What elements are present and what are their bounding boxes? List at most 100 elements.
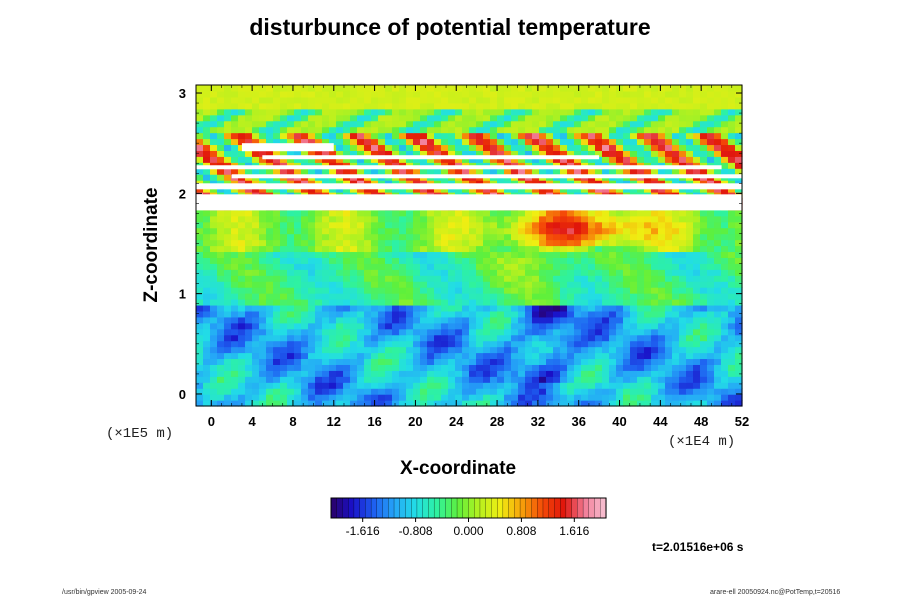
heatmap-cell (616, 102, 624, 110)
heatmap-cell (539, 186, 547, 193)
heatmap-cell (595, 90, 603, 98)
colorbar-segment (393, 497, 401, 519)
heatmap-cell (392, 388, 400, 395)
heatmap-cell (259, 257, 267, 264)
heatmap-cell (273, 186, 281, 193)
heatmap-cell (378, 346, 386, 354)
heatmap-cell (378, 90, 386, 98)
heatmap-cell (490, 394, 498, 401)
heatmap-cell (427, 388, 435, 395)
heatmap-cell (483, 120, 491, 128)
heatmap-cell (434, 168, 442, 175)
colorbar-segment (468, 497, 475, 519)
heatmap-cell (595, 376, 603, 383)
heatmap-cell (721, 90, 729, 98)
heatmap-cell (245, 114, 253, 122)
heatmap-cell (427, 299, 435, 306)
heatmap-cell (308, 132, 316, 140)
heatmap-cell (294, 239, 302, 247)
heatmap-cell (210, 310, 218, 318)
heatmap-cell (574, 114, 582, 122)
heatmap-cell (231, 269, 239, 276)
heatmap-cell (364, 251, 372, 258)
heatmap-cell (602, 328, 610, 336)
heatmap-cell (441, 85, 449, 92)
heatmap-cell (448, 316, 456, 324)
heatmap-cell (476, 293, 484, 300)
heatmap-cell (413, 328, 421, 336)
heatmap-cell (623, 138, 631, 146)
heatmap-cell (735, 334, 743, 342)
heatmap-cell (700, 299, 708, 306)
heatmap-cell (406, 340, 414, 348)
heatmap-cell (406, 394, 414, 401)
heatmap-cell (574, 328, 582, 336)
heatmap-cell (364, 287, 372, 294)
heatmap-cell (231, 209, 239, 217)
heatmap-cell (616, 108, 624, 116)
heatmap-cell (476, 144, 484, 151)
heatmap-cell (546, 85, 554, 92)
heatmap-cell (301, 382, 309, 389)
white-band (196, 183, 742, 190)
heatmap-cell (546, 156, 554, 163)
heatmap-cell (336, 108, 344, 116)
heatmap-cell (427, 96, 435, 104)
heatmap-cell (371, 287, 379, 294)
heatmap-cell (217, 257, 225, 264)
heatmap-cell (371, 150, 379, 157)
heatmap-cell (385, 287, 393, 294)
heatmap-cell (490, 227, 498, 235)
heatmap-cell (336, 245, 344, 253)
heatmap-cell (427, 358, 435, 365)
heatmap-cell (707, 293, 715, 300)
heatmap-cell (532, 227, 540, 235)
heatmap-cell (665, 156, 673, 163)
heatmap-cell (714, 245, 722, 253)
heatmap-cell (427, 322, 435, 330)
heatmap-cell (469, 382, 477, 389)
colorbar-segment (496, 497, 504, 519)
heatmap-cell (728, 281, 736, 288)
heatmap-cell (707, 340, 715, 348)
heatmap-cell (623, 346, 631, 354)
heatmap-cell (357, 287, 365, 294)
heatmap-cell (707, 132, 715, 140)
heatmap-cell (546, 239, 554, 247)
heatmap-cell (420, 304, 428, 312)
heatmap-cell (280, 376, 288, 383)
heatmap-cell (252, 126, 260, 134)
heatmap-cell (490, 328, 498, 336)
heatmap-cell (567, 150, 575, 157)
heatmap-cell (490, 310, 498, 318)
heatmap-cell (518, 233, 526, 241)
heatmap-cell (462, 186, 470, 193)
heatmap-cell (322, 382, 330, 389)
heatmap-cell (658, 382, 666, 389)
chart-title: disturbunce of potential temperature (249, 14, 651, 40)
heatmap-cell (574, 304, 582, 312)
heatmap-cell (637, 358, 645, 365)
heatmap-cell (490, 138, 498, 146)
heatmap-cell (336, 400, 344, 407)
heatmap-cell (322, 263, 330, 270)
heatmap-cell (658, 96, 666, 104)
heatmap-cell (686, 287, 694, 294)
heatmap-cell (329, 293, 337, 300)
heatmap-cell (273, 334, 281, 342)
heatmap-cell (231, 186, 239, 193)
heatmap-cell (672, 108, 680, 116)
heatmap-cell (308, 120, 316, 128)
heatmap-cell (532, 388, 540, 395)
heatmap-cell (644, 233, 652, 241)
heatmap-cell (224, 251, 232, 258)
heatmap-cell (511, 287, 519, 294)
heatmap-cell (518, 144, 526, 151)
white-band (241, 143, 334, 152)
heatmap-cell (560, 186, 568, 193)
heatmap-cell (399, 186, 407, 193)
heatmap-cell (392, 382, 400, 389)
heatmap-cell (203, 281, 211, 288)
heatmap-cell (406, 186, 414, 193)
heatmap-cell (203, 251, 211, 258)
